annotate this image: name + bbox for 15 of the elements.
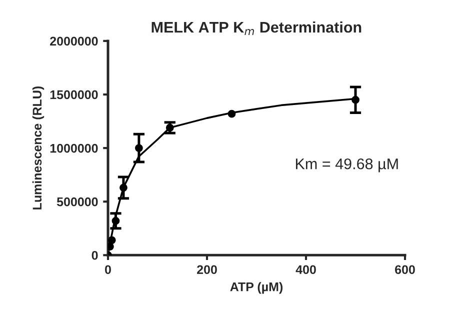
x-axis-title: ATP (µM) [230, 282, 283, 294]
x-tick-label: 400 [296, 265, 316, 274]
annotation: Km = 49.68 µM [296, 158, 398, 172]
y-tick-label: 1500000 [50, 90, 98, 100]
y-tick-label: 2000000 [50, 36, 98, 46]
y-tick-label: 1000000 [50, 144, 98, 153]
x-tick-label: 200 [197, 265, 217, 274]
point [108, 236, 116, 244]
x-tick-label: 600 [395, 265, 415, 274]
chart-title: MELK ATP K$_{m}$ Determination [152, 21, 362, 36]
y-axis-title: Luminescence (RLU) [32, 86, 44, 210]
y-tick-label: 500000 [56, 197, 98, 206]
x-tick-label: 0 [105, 265, 111, 274]
y-tick-label: 0 [92, 250, 98, 260]
point [228, 110, 236, 118]
